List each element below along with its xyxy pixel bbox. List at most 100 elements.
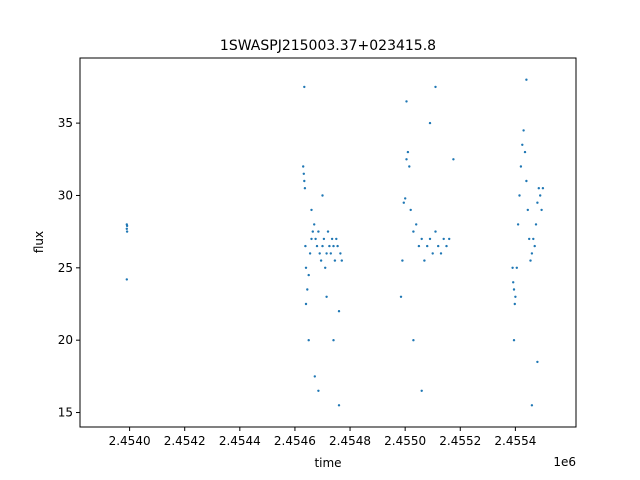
data-point bbox=[530, 404, 534, 407]
data-point bbox=[311, 230, 314, 233]
y-tick-label: 30 bbox=[58, 188, 73, 202]
data-point bbox=[523, 150, 527, 154]
data-point bbox=[335, 237, 338, 241]
data-point bbox=[445, 244, 448, 248]
data-point bbox=[536, 360, 539, 364]
data-point bbox=[313, 375, 316, 378]
data-point bbox=[306, 288, 309, 291]
data-points bbox=[125, 78, 545, 407]
data-point bbox=[328, 244, 331, 248]
data-point bbox=[541, 187, 545, 190]
x-axis: 2.4540 2.4542 2.4544 2.4546 2.4548 2.4550 2.45… bbox=[109, 427, 536, 448]
data-point bbox=[536, 201, 539, 204]
data-point bbox=[529, 259, 532, 262]
data-point bbox=[512, 281, 515, 284]
data-point bbox=[525, 179, 528, 183]
data-point bbox=[539, 194, 542, 197]
data-point bbox=[399, 295, 403, 298]
data-point bbox=[537, 187, 540, 190]
x-tick-label: 2.4548 bbox=[329, 434, 371, 448]
data-point bbox=[423, 259, 426, 262]
data-point bbox=[412, 339, 415, 342]
data-point bbox=[304, 302, 308, 306]
data-point bbox=[319, 259, 323, 262]
chart-title: 1SWASPJ215003.37+023415.8 bbox=[220, 38, 436, 54]
x-tick-label: 2.4546 bbox=[274, 434, 316, 448]
data-point bbox=[303, 85, 306, 89]
data-point bbox=[405, 100, 408, 103]
data-point bbox=[437, 244, 440, 248]
data-point bbox=[304, 244, 307, 248]
data-point bbox=[125, 278, 128, 281]
data-point bbox=[317, 389, 320, 392]
data-point bbox=[420, 389, 423, 392]
x-axis-offset-label: 1e6 bbox=[553, 455, 576, 469]
data-point bbox=[325, 295, 328, 298]
data-point bbox=[519, 165, 523, 168]
data-point bbox=[426, 244, 429, 248]
data-point bbox=[302, 165, 305, 168]
data-point bbox=[406, 150, 410, 154]
x-tick-label: 2.4552 bbox=[439, 434, 481, 448]
data-point bbox=[310, 237, 313, 241]
data-point bbox=[325, 252, 328, 255]
data-point bbox=[412, 230, 415, 233]
data-point bbox=[314, 237, 317, 241]
data-point bbox=[428, 121, 432, 125]
data-point bbox=[324, 266, 327, 269]
data-point bbox=[302, 172, 305, 175]
data-point bbox=[321, 194, 324, 197]
data-point bbox=[315, 244, 319, 248]
data-point bbox=[409, 208, 412, 212]
x-axis-label: time bbox=[314, 456, 341, 470]
data-point bbox=[404, 197, 407, 200]
data-point bbox=[534, 223, 538, 226]
data-point bbox=[304, 266, 308, 269]
data-point bbox=[415, 223, 418, 226]
data-point bbox=[439, 252, 443, 255]
data-point bbox=[318, 252, 321, 255]
data-point bbox=[125, 230, 129, 233]
data-point bbox=[125, 224, 129, 228]
x-tick-label: 2.4540 bbox=[109, 434, 151, 448]
data-point bbox=[420, 237, 423, 241]
data-point bbox=[448, 237, 451, 241]
data-point bbox=[336, 244, 339, 248]
data-point bbox=[303, 179, 306, 183]
data-point bbox=[337, 404, 341, 407]
data-point bbox=[516, 223, 520, 226]
x-tick-label: 2.4544 bbox=[219, 434, 261, 448]
data-point bbox=[532, 237, 535, 241]
data-point bbox=[514, 295, 517, 298]
data-point bbox=[317, 230, 320, 233]
data-point bbox=[308, 252, 312, 255]
x-tick-label: 2.4542 bbox=[164, 434, 206, 448]
plot-frame bbox=[79, 57, 577, 428]
data-point bbox=[525, 78, 528, 81]
x-tick-label: 2.4554 bbox=[494, 434, 536, 448]
x-tick-label: 2.4550 bbox=[384, 434, 426, 448]
data-point bbox=[417, 244, 421, 248]
data-point bbox=[528, 237, 531, 241]
data-point bbox=[405, 158, 408, 161]
data-point bbox=[518, 194, 521, 197]
y-axis: 15 20 25 30 35 bbox=[58, 116, 80, 420]
data-point bbox=[313, 223, 316, 226]
data-point bbox=[515, 266, 518, 269]
data-point bbox=[521, 143, 524, 146]
data-point bbox=[337, 310, 341, 313]
data-point bbox=[310, 208, 313, 212]
data-point bbox=[522, 129, 525, 132]
data-point bbox=[408, 165, 411, 168]
data-point bbox=[303, 187, 307, 190]
data-point bbox=[512, 339, 516, 342]
data-point bbox=[434, 230, 437, 233]
data-point bbox=[530, 252, 534, 255]
y-tick-label: 35 bbox=[58, 116, 73, 130]
data-point bbox=[339, 252, 342, 255]
data-point bbox=[401, 259, 404, 262]
data-point bbox=[332, 244, 335, 248]
y-axis-label: flux bbox=[32, 231, 46, 253]
data-point bbox=[402, 201, 405, 204]
data-point bbox=[333, 259, 337, 262]
